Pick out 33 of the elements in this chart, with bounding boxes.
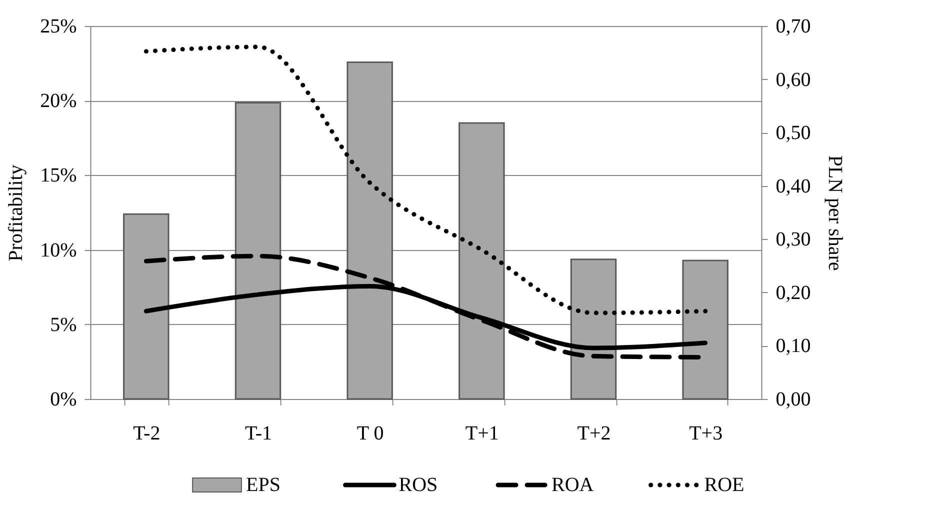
bar	[682, 260, 728, 400]
y-tick-label: 20%	[40, 90, 77, 112]
y-tick-label: 5%	[50, 314, 77, 336]
y-tick-label: 10%	[40, 239, 77, 262]
y2-tick-label: 0,10	[776, 335, 811, 358]
bar	[234, 102, 282, 400]
x-tick-label: T+2	[577, 422, 611, 444]
y-axis-title: Profitability	[5, 164, 28, 262]
line-series	[144, 44, 708, 316]
y-tick-label: 15%	[40, 164, 77, 187]
bar	[570, 258, 617, 400]
bar	[123, 213, 170, 400]
y2-tick-label: 0,30	[776, 228, 811, 251]
legend-label: ROA	[552, 474, 594, 496]
y-tick-label: 25%	[40, 16, 77, 38]
x-tick-label: T-1	[244, 422, 272, 444]
legend-label: EPS	[246, 474, 280, 496]
y2-tick-label: 0,20	[776, 282, 811, 304]
legend-label: ROE	[704, 474, 744, 496]
x-tick-label: T-2	[133, 422, 160, 444]
x-tick-label: T+3	[689, 422, 723, 444]
y2-axis-title: PLN per share	[824, 155, 846, 271]
bar	[346, 61, 393, 400]
y2-tick-label: 0,50	[776, 122, 811, 144]
x-tick-label: T+1	[465, 422, 499, 444]
y-tick-label: 0%	[50, 388, 77, 410]
y2-tick-label: 0,40	[776, 175, 811, 198]
x-tick-label: T 0	[356, 422, 384, 444]
bar	[458, 122, 505, 400]
y2-tick-label: 0,70	[776, 16, 811, 38]
y2-tick-label: 0,60	[776, 68, 811, 91]
y2-tick-label: 0,00	[776, 388, 811, 410]
legend-label: ROS	[398, 474, 438, 496]
